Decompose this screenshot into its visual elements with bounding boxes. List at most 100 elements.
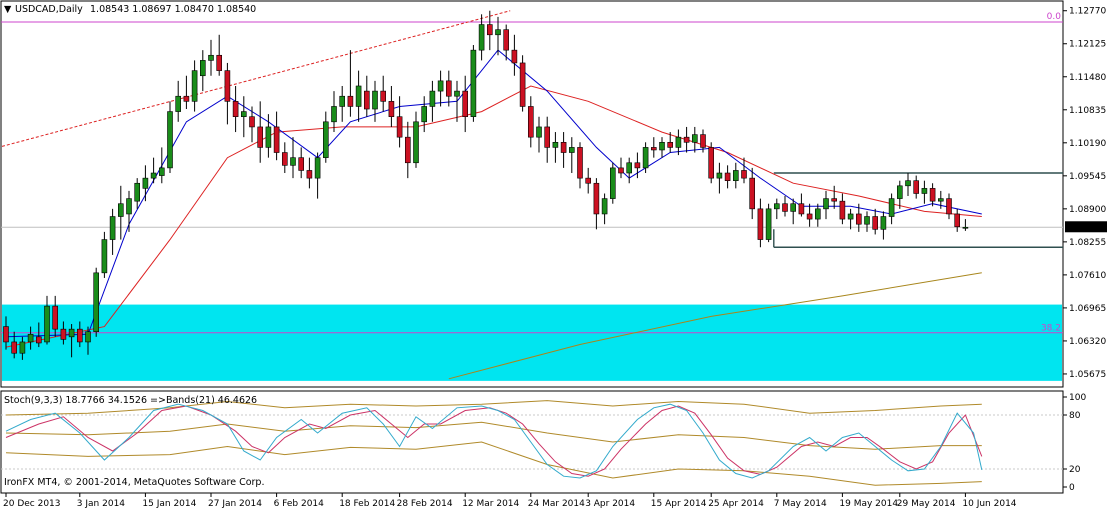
- candle[interactable]: [847, 208, 854, 230]
- candle[interactable]: [675, 129, 682, 156]
- stoch-band-lower[interactable]: [5, 441, 982, 486]
- candle[interactable]: [913, 175, 920, 199]
- candle[interactable]: [560, 132, 567, 168]
- candle[interactable]: [618, 157, 624, 179]
- candle[interactable]: [855, 203, 862, 232]
- candle[interactable]: [503, 24, 510, 61]
- candle[interactable]: [495, 16, 501, 56]
- candle[interactable]: [60, 321, 67, 345]
- candle[interactable]: [265, 114, 272, 158]
- candle[interactable]: [782, 196, 788, 217]
- candle[interactable]: [634, 152, 641, 179]
- candle[interactable]: [462, 75, 469, 133]
- candle[interactable]: [864, 211, 870, 232]
- candle[interactable]: [667, 132, 674, 153]
- candle[interactable]: [380, 75, 387, 112]
- candle[interactable]: [175, 80, 181, 122]
- candle[interactable]: [716, 162, 723, 194]
- candle[interactable]: [839, 193, 846, 225]
- candle[interactable]: [232, 85, 239, 133]
- candle[interactable]: [150, 157, 157, 184]
- candle[interactable]: [708, 142, 715, 184]
- candle[interactable]: [544, 116, 551, 163]
- candle[interactable]: [470, 45, 477, 122]
- long-moving-average-line[interactable]: [448, 272, 982, 380]
- candle[interactable]: [118, 185, 124, 240]
- candle[interactable]: [183, 75, 190, 110]
- candle[interactable]: [314, 152, 321, 199]
- candle[interactable]: [363, 75, 370, 117]
- candle[interactable]: [290, 137, 296, 179]
- candle[interactable]: [454, 80, 460, 122]
- candle[interactable]: [478, 14, 485, 61]
- candle[interactable]: [872, 208, 879, 235]
- candle[interactable]: [888, 193, 895, 225]
- candle[interactable]: [519, 55, 526, 112]
- candle[interactable]: [339, 85, 346, 122]
- candle[interactable]: [568, 137, 575, 174]
- candle[interactable]: [257, 101, 264, 163]
- candle[interactable]: [806, 203, 813, 227]
- candle[interactable]: [486, 10, 493, 51]
- candle[interactable]: [601, 193, 608, 225]
- candle[interactable]: [52, 295, 59, 337]
- candle[interactable]: [937, 190, 944, 209]
- candle[interactable]: [322, 111, 329, 163]
- candle[interactable]: [249, 106, 255, 143]
- resistance-trendline[interactable]: [1, 10, 511, 147]
- candle[interactable]: [355, 70, 362, 122]
- candle[interactable]: [331, 91, 337, 133]
- candle[interactable]: [741, 157, 747, 184]
- candle[interactable]: [929, 183, 936, 207]
- candle[interactable]: [724, 165, 731, 189]
- candle[interactable]: [142, 165, 149, 202]
- stoch-band-upper[interactable]: [5, 400, 982, 416]
- candle[interactable]: [224, 62, 231, 125]
- candle[interactable]: [19, 336, 26, 360]
- candle[interactable]: [700, 129, 706, 153]
- candle[interactable]: [650, 137, 657, 158]
- candle[interactable]: [167, 101, 173, 174]
- candle[interactable]: [642, 142, 649, 174]
- candle[interactable]: [946, 193, 952, 220]
- candle[interactable]: [659, 137, 665, 158]
- candle[interactable]: [905, 173, 911, 197]
- candle[interactable]: [954, 208, 961, 232]
- candle[interactable]: [437, 70, 444, 107]
- candle[interactable]: [765, 203, 772, 243]
- candle[interactable]: [421, 96, 428, 133]
- candle[interactable]: [396, 96, 403, 148]
- candle[interactable]: [404, 121, 411, 179]
- candle[interactable]: [429, 80, 436, 122]
- candle[interactable]: [68, 324, 75, 358]
- candle[interactable]: [159, 147, 165, 184]
- candle[interactable]: [798, 193, 805, 217]
- candle[interactable]: [593, 178, 600, 230]
- candle[interactable]: [814, 203, 821, 227]
- candle[interactable]: [511, 34, 518, 76]
- stoch-main-line[interactable]: [5, 403, 983, 479]
- slow-moving-average-line[interactable]: [5, 85, 982, 348]
- candle[interactable]: [823, 190, 829, 220]
- candle[interactable]: [790, 198, 797, 225]
- candle[interactable]: [101, 231, 108, 278]
- candle[interactable]: [962, 219, 969, 231]
- candle[interactable]: [11, 331, 17, 359]
- candle[interactable]: [773, 198, 780, 220]
- candle[interactable]: [749, 167, 756, 220]
- candle[interactable]: [921, 180, 928, 204]
- candle[interactable]: [208, 39, 214, 76]
- candle[interactable]: [552, 132, 559, 163]
- candle[interactable]: [216, 34, 222, 76]
- candle[interactable]: [347, 50, 354, 117]
- candle[interactable]: [191, 60, 198, 112]
- candle[interactable]: [85, 326, 91, 355]
- candle[interactable]: [683, 126, 690, 153]
- candle[interactable]: [757, 198, 764, 248]
- candle[interactable]: [306, 157, 313, 189]
- candle[interactable]: [413, 111, 419, 168]
- candle[interactable]: [77, 321, 83, 348]
- candle[interactable]: [372, 80, 378, 122]
- candle[interactable]: [585, 167, 592, 194]
- candle[interactable]: [527, 96, 534, 148]
